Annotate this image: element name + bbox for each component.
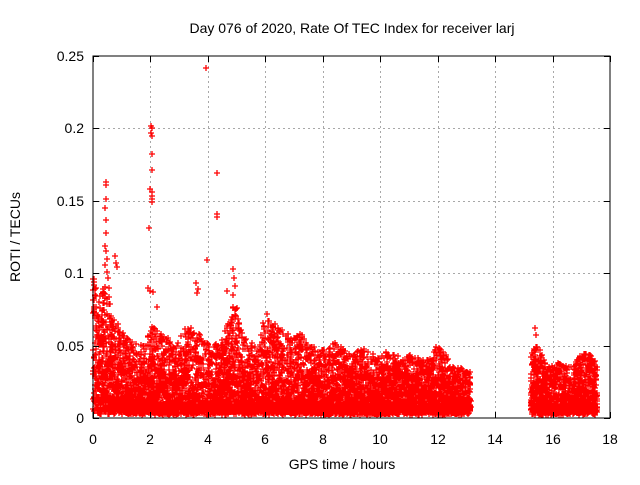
x-tick-label: 18 — [602, 431, 618, 447]
x-tick-label: 8 — [319, 431, 327, 447]
x-tick-label: 2 — [146, 431, 154, 447]
tick-marks — [93, 56, 611, 419]
grid — [93, 56, 610, 418]
chart-title: Day 076 of 2020, Rate Of TEC Index for r… — [189, 20, 514, 36]
y-tick-label: 0.2 — [65, 120, 85, 136]
x-tick-label: 6 — [261, 431, 269, 447]
x-tick-label: 10 — [372, 431, 388, 447]
y-tick-label: 0.15 — [57, 193, 84, 209]
x-tick-label: 16 — [545, 431, 561, 447]
tick-labels: 0 2 4 6 8 10 12 14 16 18 0 0.05 0.1 0.15 0.2 0.25 — [57, 48, 618, 447]
y-tick-label: 0.25 — [57, 48, 84, 64]
x-axis-label: GPS time / hours — [289, 456, 396, 472]
y-tick-label: 0.1 — [65, 265, 85, 281]
data-layer — [90, 65, 600, 418]
x-tick-label: 14 — [487, 431, 503, 447]
y-tick-label: 0 — [76, 410, 84, 426]
x-tick-label: 12 — [430, 431, 446, 447]
plot-border — [92, 55, 611, 419]
y-tick-label: 0.05 — [57, 338, 84, 354]
data-points-roti — [90, 65, 600, 418]
x-tick-label: 0 — [89, 431, 97, 447]
y-axis-label: ROTI / TECUs — [7, 192, 23, 282]
x-tick-label: 4 — [204, 431, 212, 447]
